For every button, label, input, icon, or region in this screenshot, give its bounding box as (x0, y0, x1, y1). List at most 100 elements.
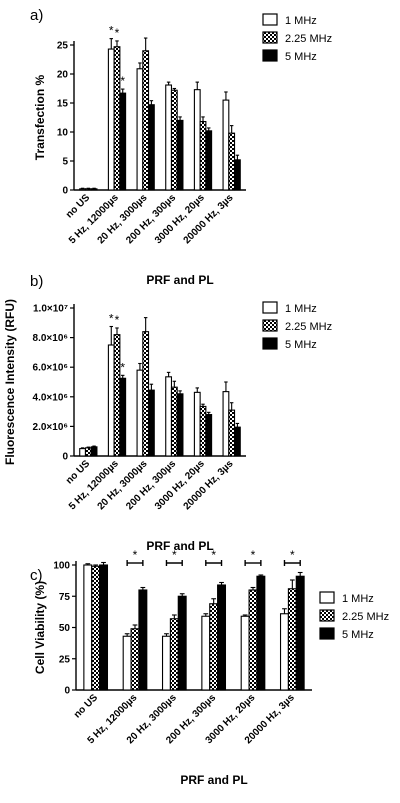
bar (193, 89, 201, 191)
bar (222, 391, 230, 457)
bar (107, 48, 115, 191)
bar (177, 595, 187, 691)
y-tick-label: 100 (53, 561, 70, 572)
y-tick-label: 0 (62, 452, 68, 463)
x-tick-label: 5 Hz, 12000µs (67, 458, 121, 512)
x-axis-title: PRF and PL (180, 773, 247, 787)
bar (165, 84, 173, 191)
bar (205, 130, 213, 191)
y-tick-label: 0 (64, 686, 70, 697)
bar (142, 50, 150, 191)
bar (130, 628, 140, 691)
y-tick-label: 75 (59, 592, 71, 603)
bar (201, 615, 211, 691)
bar (217, 584, 227, 691)
y-tick-label: 0 (62, 186, 68, 197)
legend-label: 1 MHz (285, 303, 317, 315)
bar (176, 119, 184, 191)
y-tick-label: 2.0×10⁶ (33, 422, 68, 433)
x-tick-label: 20000 Hz, 3µs (182, 458, 236, 512)
significance-star: * (115, 313, 120, 327)
y-tick-label: 25 (57, 41, 69, 52)
bar (79, 188, 87, 191)
bar (222, 99, 230, 191)
significance-star: * (120, 74, 125, 88)
y-tick-label: 5 (62, 157, 68, 168)
significance-star: * (109, 312, 114, 326)
bar (205, 414, 213, 457)
bar (119, 377, 127, 457)
bar (107, 344, 115, 457)
y-tick-label: 8.0×10⁶ (33, 333, 68, 344)
x-tick-label: 5 Hz, 12000µs (67, 192, 121, 246)
bar (113, 46, 121, 191)
significance-star: * (120, 360, 125, 374)
panel-label: a) (30, 7, 43, 24)
bar (295, 575, 305, 691)
y-tick-label: 1.0×10⁷ (33, 304, 68, 315)
bar (136, 369, 144, 457)
x-tick-label: 3000 Hz, 20µs (153, 458, 207, 512)
significance-star: * (109, 24, 114, 38)
bar (90, 188, 98, 191)
bar (176, 393, 184, 457)
bar (138, 589, 148, 691)
bar (161, 635, 171, 691)
bar (99, 564, 109, 691)
bar (199, 121, 207, 191)
bar (83, 564, 93, 691)
legend-label: 2.25 MHz (285, 33, 332, 45)
significance-star: * (211, 548, 216, 562)
y-axis-title: Cell Viability (%) (33, 581, 47, 674)
legend-label: 5 MHz (285, 339, 317, 351)
legend-label: 5 MHz (285, 51, 317, 63)
bar (240, 615, 250, 691)
x-tick-label: 3000 Hz, 20µs (153, 192, 207, 246)
x-axis-title: PRF and PL (146, 539, 213, 553)
y-tick-label: 20 (57, 70, 69, 81)
y-axis-title: Fluorescence Intensity (RFU) (3, 299, 17, 465)
legend-label: 2.25 MHz (342, 611, 389, 623)
legend: 1 MHz 2.25 MHz 5 MHz (319, 591, 389, 641)
x-tick-label: no US (72, 692, 100, 720)
y-tick-label: 50 (59, 623, 71, 634)
significance-star: * (290, 548, 295, 562)
x-tick-label: 200 Hz, 300µs (124, 458, 178, 512)
bar (147, 104, 155, 191)
bar (233, 426, 241, 457)
bar (209, 603, 219, 691)
y-tick-label: 25 (59, 654, 71, 665)
bar (119, 92, 127, 191)
bar (279, 613, 289, 691)
legend-swatch (319, 609, 335, 622)
bar (169, 618, 179, 691)
significance-star: * (115, 26, 120, 40)
legend-swatch (319, 627, 335, 640)
bar (170, 89, 178, 191)
legend-swatch (262, 301, 278, 314)
bar (228, 132, 236, 191)
legend-swatch (262, 31, 278, 44)
x-tick-label: 20 Hz, 3000µs (96, 458, 150, 512)
bar (79, 448, 87, 457)
y-tick-label: 10 (57, 128, 69, 139)
legend: 1 MHz 2.25 MHz 5 MHz (262, 301, 332, 351)
significance-star: * (251, 548, 256, 562)
bar (287, 588, 297, 691)
bar (170, 386, 178, 457)
legend: 1 MHz 2.25 MHz 5 MHz (262, 13, 332, 63)
legend-label: 1 MHz (342, 593, 374, 605)
x-tick-label: 20 Hz, 3000µs (96, 192, 150, 246)
bar (122, 635, 132, 691)
bar (199, 405, 207, 457)
x-axis-title: PRF and PL (146, 273, 213, 287)
legend-swatch (262, 13, 278, 26)
bar (165, 376, 173, 457)
panel-label: b) (30, 273, 43, 290)
legend-label: 2.25 MHz (285, 321, 332, 333)
bar (256, 575, 266, 691)
bar (90, 446, 98, 457)
